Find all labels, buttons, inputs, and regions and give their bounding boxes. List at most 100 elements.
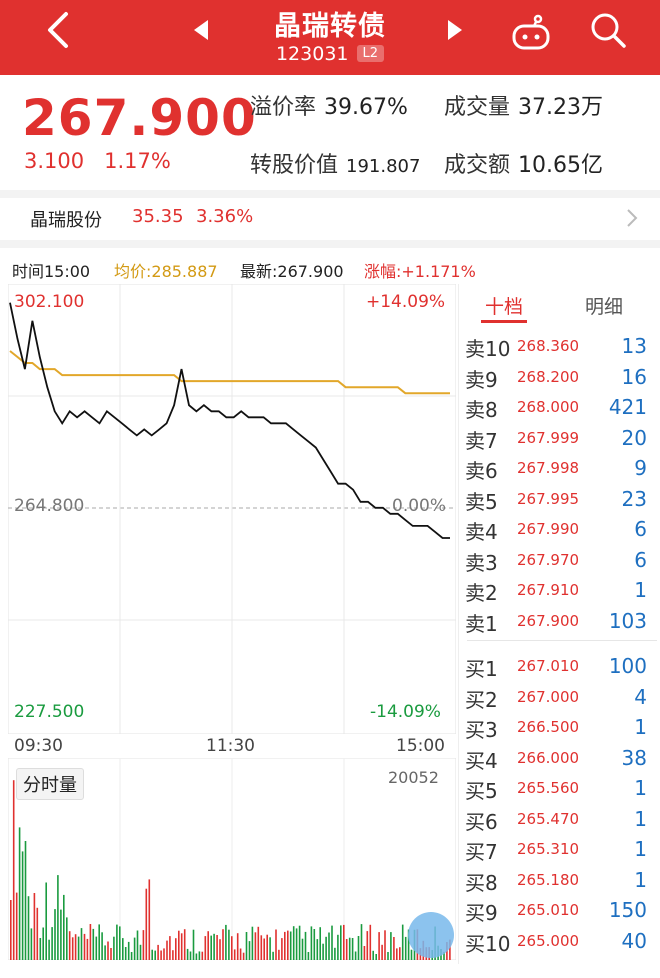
volume-label: 成交量 [444,95,511,120]
level-quantity: 1 [634,715,647,739]
order-book-row[interactable]: 卖10 268.360 13 [459,332,660,362]
floating-assistant-button[interactable] [408,912,454,958]
volume-bar [60,909,62,960]
order-book-row[interactable]: 买2 267.000 4 [459,683,660,713]
prev-stock-icon[interactable] [190,18,214,42]
volume-bar [410,949,413,960]
volume-bar [228,929,230,960]
level-price: 267.910 [517,581,580,599]
conversion-value-label: 转股价值 [250,153,339,178]
order-book-row[interactable]: 买8 265.180 1 [459,866,660,896]
amount-label: 成交额 [444,153,511,178]
volume-bar [89,924,92,960]
volume-bar [325,936,327,960]
level-label: 卖3 [465,550,498,575]
volume-bar [122,938,124,960]
robot-assistant-icon[interactable] [510,14,552,50]
level-quantity: 16 [621,364,647,389]
l2-badge[interactable]: L2 [356,45,385,62]
header-bar: 晶瑞转债 123031 L2 [0,0,660,75]
chevron-right-icon [627,209,638,227]
back-arrow-icon[interactable] [38,8,82,52]
y-mid-label: 264.800 [14,496,85,516]
underlying-stock-row[interactable]: 晶瑞股份 35.35 3.36% [0,197,660,239]
volume-bar [127,941,130,960]
order-book-row[interactable]: 买1 267.010 100 [459,652,660,682]
volume-bar [269,937,271,960]
order-book-row[interactable]: 卖9 268.200 16 [459,363,660,393]
order-book-row[interactable]: 买7 265.310 1 [459,835,660,865]
order-book-row[interactable]: 买5 265.560 1 [459,774,660,804]
level-price: 267.998 [517,459,580,477]
level-price: 265.010 [517,901,580,919]
volume-bar [12,780,15,960]
volume-bar [142,930,145,960]
level-quantity: 4 [634,684,647,709]
info-time: 时间15:00 [12,262,91,281]
volume-label-button[interactable]: 分时量 [16,768,84,800]
volume-bar [245,932,248,960]
order-book-row[interactable]: 卖8 268.000 421 [459,393,660,423]
order-book-row[interactable]: 买3 266.500 1 [459,713,660,743]
volume-bar [71,937,74,960]
order-book-row[interactable]: 买10 265.000 40 [459,927,660,957]
y-high-label: 302.100 [14,292,85,312]
order-book-row[interactable]: 卖5 267.995 23 [459,485,660,515]
volume-bar [231,936,233,960]
volume-bar [393,937,395,960]
volume-max-label: 20052 [388,768,439,787]
order-book-row[interactable]: 卖3 267.970 6 [459,546,660,576]
tab-ten-levels[interactable]: 十档 [485,296,524,318]
order-book-row[interactable]: 买9 265.010 150 [459,896,660,926]
level-quantity: 100 [608,654,647,678]
level-quantity: 150 [608,898,647,922]
time-tick-noon: 11:30 [206,736,255,756]
volume-bar [316,939,319,960]
volume-bar [275,929,277,960]
volume-bar [366,931,369,960]
order-book-row[interactable]: 卖7 267.999 20 [459,424,660,454]
volume-bar [399,947,401,960]
volume-bar [254,932,257,960]
volume-bar [83,933,86,960]
search-icon[interactable] [588,10,628,50]
order-book-row[interactable]: 买6 265.470 1 [459,805,660,835]
level-quantity: 1 [634,837,647,861]
next-stock-icon[interactable] [442,18,466,42]
order-book-row[interactable]: 卖2 267.910 1 [459,576,660,606]
volume-bar [281,938,283,960]
level-price: 266.500 [517,718,580,736]
volume-bar [334,947,336,960]
price-line [9,302,450,539]
volume-bar [98,924,100,960]
level-quantity: 13 [621,334,647,358]
time-tick-close: 15:00 [396,736,445,756]
order-book-row[interactable]: 卖4 267.990 6 [459,515,660,545]
level-price: 268.000 [517,398,580,416]
volume-bar [57,875,59,960]
volume-bar [378,932,380,960]
volume-bar [110,948,112,960]
volume-bar [225,924,227,960]
level-label: 卖6 [465,459,498,483]
volume-bar [160,950,162,960]
volume-chart[interactable] [8,758,456,960]
volume-bar [154,950,156,960]
tab-detail[interactable]: 明细 [585,296,624,318]
level-price: 267.990 [517,520,580,538]
premium-value: 39.67% [324,95,408,120]
volume-bar [278,949,280,960]
conversion-value: 191.807 [346,156,421,177]
volume-bar [148,879,151,960]
volume-bar [272,951,274,960]
volume-bar [222,929,224,960]
volume-bar [116,924,118,960]
level-label: 买3 [465,718,498,742]
order-book-row[interactable]: 买4 266.000 38 [459,744,660,774]
order-book-row[interactable]: 卖6 267.998 9 [459,454,660,484]
intraday-chart[interactable] [8,284,456,734]
level-price: 266.000 [517,748,580,767]
order-book-row[interactable]: 卖1 267.900 103 [459,607,660,637]
level-price: 267.999 [517,428,580,447]
volume-bar [133,937,136,960]
